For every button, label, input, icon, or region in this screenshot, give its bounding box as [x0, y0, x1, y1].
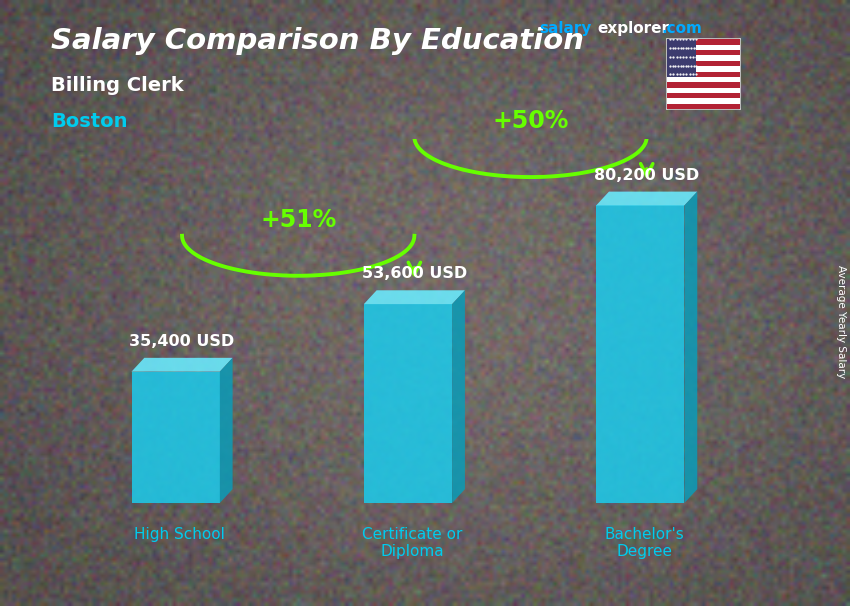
- Bar: [667, 56, 740, 61]
- Bar: [667, 72, 740, 77]
- Text: +50%: +50%: [492, 110, 569, 133]
- Polygon shape: [364, 290, 465, 304]
- Text: .com: .com: [661, 21, 702, 36]
- Polygon shape: [684, 191, 697, 503]
- Bar: [667, 104, 740, 109]
- Text: Certificate or
Diploma: Certificate or Diploma: [361, 527, 462, 559]
- Bar: [667, 39, 696, 77]
- Text: Bachelor's
Degree: Bachelor's Degree: [604, 527, 684, 559]
- Text: Average Yearly Salary: Average Yearly Salary: [836, 265, 846, 378]
- Polygon shape: [220, 358, 233, 503]
- Bar: [667, 93, 740, 98]
- Polygon shape: [132, 358, 233, 371]
- Polygon shape: [596, 191, 697, 205]
- Text: Billing Clerk: Billing Clerk: [51, 76, 184, 95]
- Polygon shape: [452, 290, 465, 503]
- Polygon shape: [596, 205, 684, 503]
- Text: 53,600 USD: 53,600 USD: [362, 266, 467, 281]
- Bar: [667, 66, 740, 72]
- Text: Boston: Boston: [51, 112, 128, 131]
- Bar: [667, 45, 740, 50]
- Bar: [667, 50, 740, 56]
- Text: 80,200 USD: 80,200 USD: [594, 167, 700, 182]
- Text: Salary Comparison By Education: Salary Comparison By Education: [51, 27, 584, 55]
- Text: +51%: +51%: [260, 208, 337, 232]
- Bar: [667, 61, 740, 66]
- Bar: [667, 77, 740, 82]
- Text: explorer: explorer: [598, 21, 670, 36]
- Text: High School: High School: [134, 527, 225, 542]
- Bar: [667, 88, 740, 93]
- Bar: [667, 39, 740, 45]
- Bar: [667, 82, 740, 88]
- Polygon shape: [132, 371, 220, 503]
- Bar: [667, 98, 740, 104]
- Text: 35,400 USD: 35,400 USD: [129, 334, 235, 348]
- Polygon shape: [364, 304, 452, 503]
- Text: salary: salary: [540, 21, 592, 36]
